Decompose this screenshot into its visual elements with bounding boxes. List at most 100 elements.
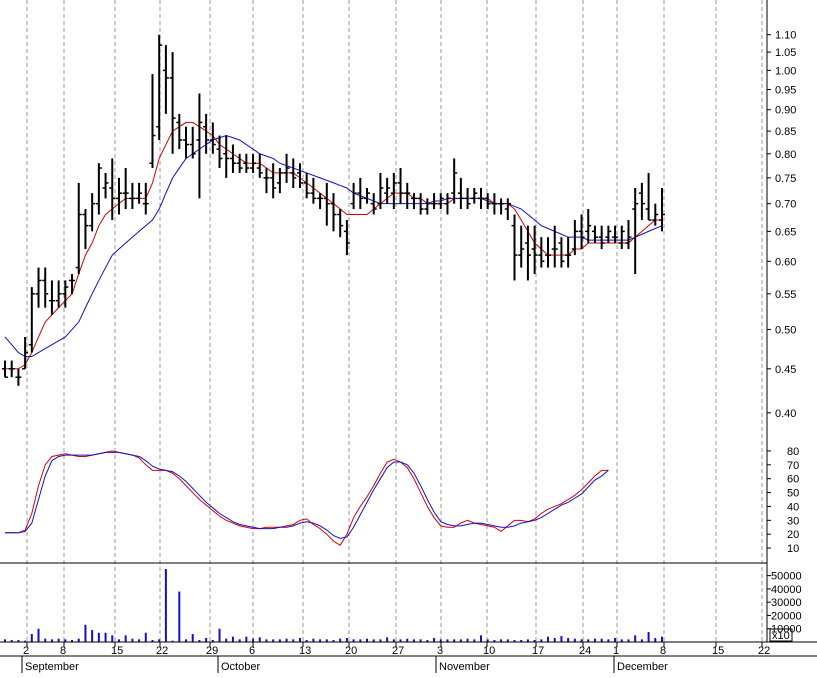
- ohlc-bar: [209, 122, 216, 154]
- volume-bar: [627, 639, 630, 642]
- date-label-13: 1: [613, 645, 619, 657]
- date-label-15: 15: [712, 645, 724, 657]
- ohlc-bar: [638, 182, 645, 221]
- volume-bar: [634, 635, 637, 642]
- ohlc-bar: [296, 163, 303, 188]
- volume-tick-label-1: 40000: [771, 584, 802, 596]
- volume-bar: [97, 632, 100, 642]
- volume-bar: [292, 639, 295, 642]
- ohlc-bar: [276, 168, 283, 194]
- volume-bar: [325, 639, 328, 642]
- ohlc-bar: [243, 153, 250, 173]
- volume-bar: [265, 639, 268, 642]
- volume-bar: [231, 636, 234, 642]
- volume-bar: [171, 640, 174, 642]
- price-tick-label-6: 0.80: [775, 149, 796, 161]
- volume-bar: [298, 638, 301, 642]
- price-bars: [2, 34, 665, 386]
- volume-bar: [339, 638, 342, 642]
- volume-bar: [426, 640, 429, 642]
- volume-bar: [285, 638, 288, 642]
- volume-bar: [24, 640, 27, 642]
- ohlc-bar: [591, 225, 598, 244]
- osc-tick-label-6: 20: [787, 529, 799, 541]
- volume-bar: [473, 639, 476, 642]
- grid-lines: [26, 0, 763, 642]
- volume-bar: [352, 639, 355, 642]
- osc-tick-label-5: 30: [787, 515, 799, 527]
- ohlc-bar: [410, 193, 417, 210]
- volume-bar: [379, 639, 382, 642]
- volume-bar: [654, 638, 657, 642]
- volume-bar: [44, 638, 47, 642]
- price-tick-label-8: 0.70: [775, 199, 796, 211]
- volume-bar: [459, 639, 462, 642]
- volume-bar: [640, 639, 643, 642]
- ohlc-bar: [69, 273, 76, 294]
- volume-bar: [57, 638, 60, 642]
- ohlc-bar: [377, 172, 384, 210]
- volume-bar: [533, 640, 536, 642]
- volume-bar: [386, 637, 389, 642]
- ohlc-bar: [142, 182, 149, 215]
- ohlc-bar: [8, 360, 15, 378]
- ohlc-bar: [55, 280, 62, 308]
- ohlc-bar: [22, 336, 29, 370]
- ohlc-bar: [337, 209, 344, 238]
- ohlc-bar: [605, 225, 612, 244]
- ohlc-bar: [42, 267, 49, 308]
- volume-bar: [238, 639, 241, 642]
- ohlc-bar: [196, 93, 203, 199]
- ohlc-bar: [317, 193, 324, 210]
- volume-bar: [614, 638, 617, 642]
- date-label-14: 8: [660, 645, 666, 657]
- ohlc-bar: [551, 225, 558, 268]
- volume-bar: [37, 628, 40, 642]
- volume-tick-label-3: 20000: [771, 610, 802, 622]
- ohlc-bar: [431, 193, 438, 210]
- ohlc-bar: [659, 187, 665, 232]
- volume-bar: [593, 638, 596, 642]
- osc-tick-label-0: 80: [787, 446, 799, 458]
- ohlc-bar: [538, 237, 545, 268]
- volume-bar: [77, 638, 80, 642]
- ohlc-bar: [136, 182, 143, 204]
- ohlc-bar: [484, 193, 491, 210]
- volume-bar: [252, 638, 255, 642]
- ohlc-bar: [531, 225, 538, 274]
- volume-bar: [620, 639, 623, 642]
- ohlc-bar: [82, 209, 89, 250]
- volume-bar: [84, 624, 87, 642]
- volume-bar: [272, 639, 275, 642]
- ohlc-bar: [156, 34, 163, 140]
- volume-bar: [138, 639, 141, 642]
- volume-bar: [439, 639, 442, 642]
- price-tick-label-3: 0.95: [775, 85, 796, 97]
- date-label-5: 6: [249, 645, 255, 657]
- volume-bar: [392, 639, 395, 642]
- volume-bar: [258, 637, 261, 642]
- date-label-1: 8: [60, 645, 66, 657]
- price-tick-label-1: 1.05: [775, 47, 796, 59]
- oscillator-line-0: [5, 450, 609, 546]
- osc-tick-label-7: 10: [787, 543, 799, 555]
- volume-bar: [205, 638, 208, 642]
- ohlc-bar: [598, 225, 605, 250]
- volume-bar: [366, 638, 369, 642]
- osc-tick-label-2: 60: [787, 474, 799, 486]
- osc-tick-label-4: 40: [787, 501, 799, 513]
- date-label-2: 15: [111, 645, 123, 657]
- ohlc-bar: [618, 225, 625, 250]
- volume-bar: [446, 639, 449, 642]
- price-tick-label-5: 0.85: [775, 126, 796, 138]
- price-tick-label-9: 0.65: [775, 226, 796, 238]
- ohlc-bar: [343, 220, 350, 256]
- ohlc-bar: [189, 126, 196, 159]
- volume-unit-label: x10: [772, 630, 790, 642]
- date-label-7: 20: [345, 645, 357, 657]
- volume-bar: [104, 632, 107, 642]
- moving-average-lines: [4, 121, 663, 370]
